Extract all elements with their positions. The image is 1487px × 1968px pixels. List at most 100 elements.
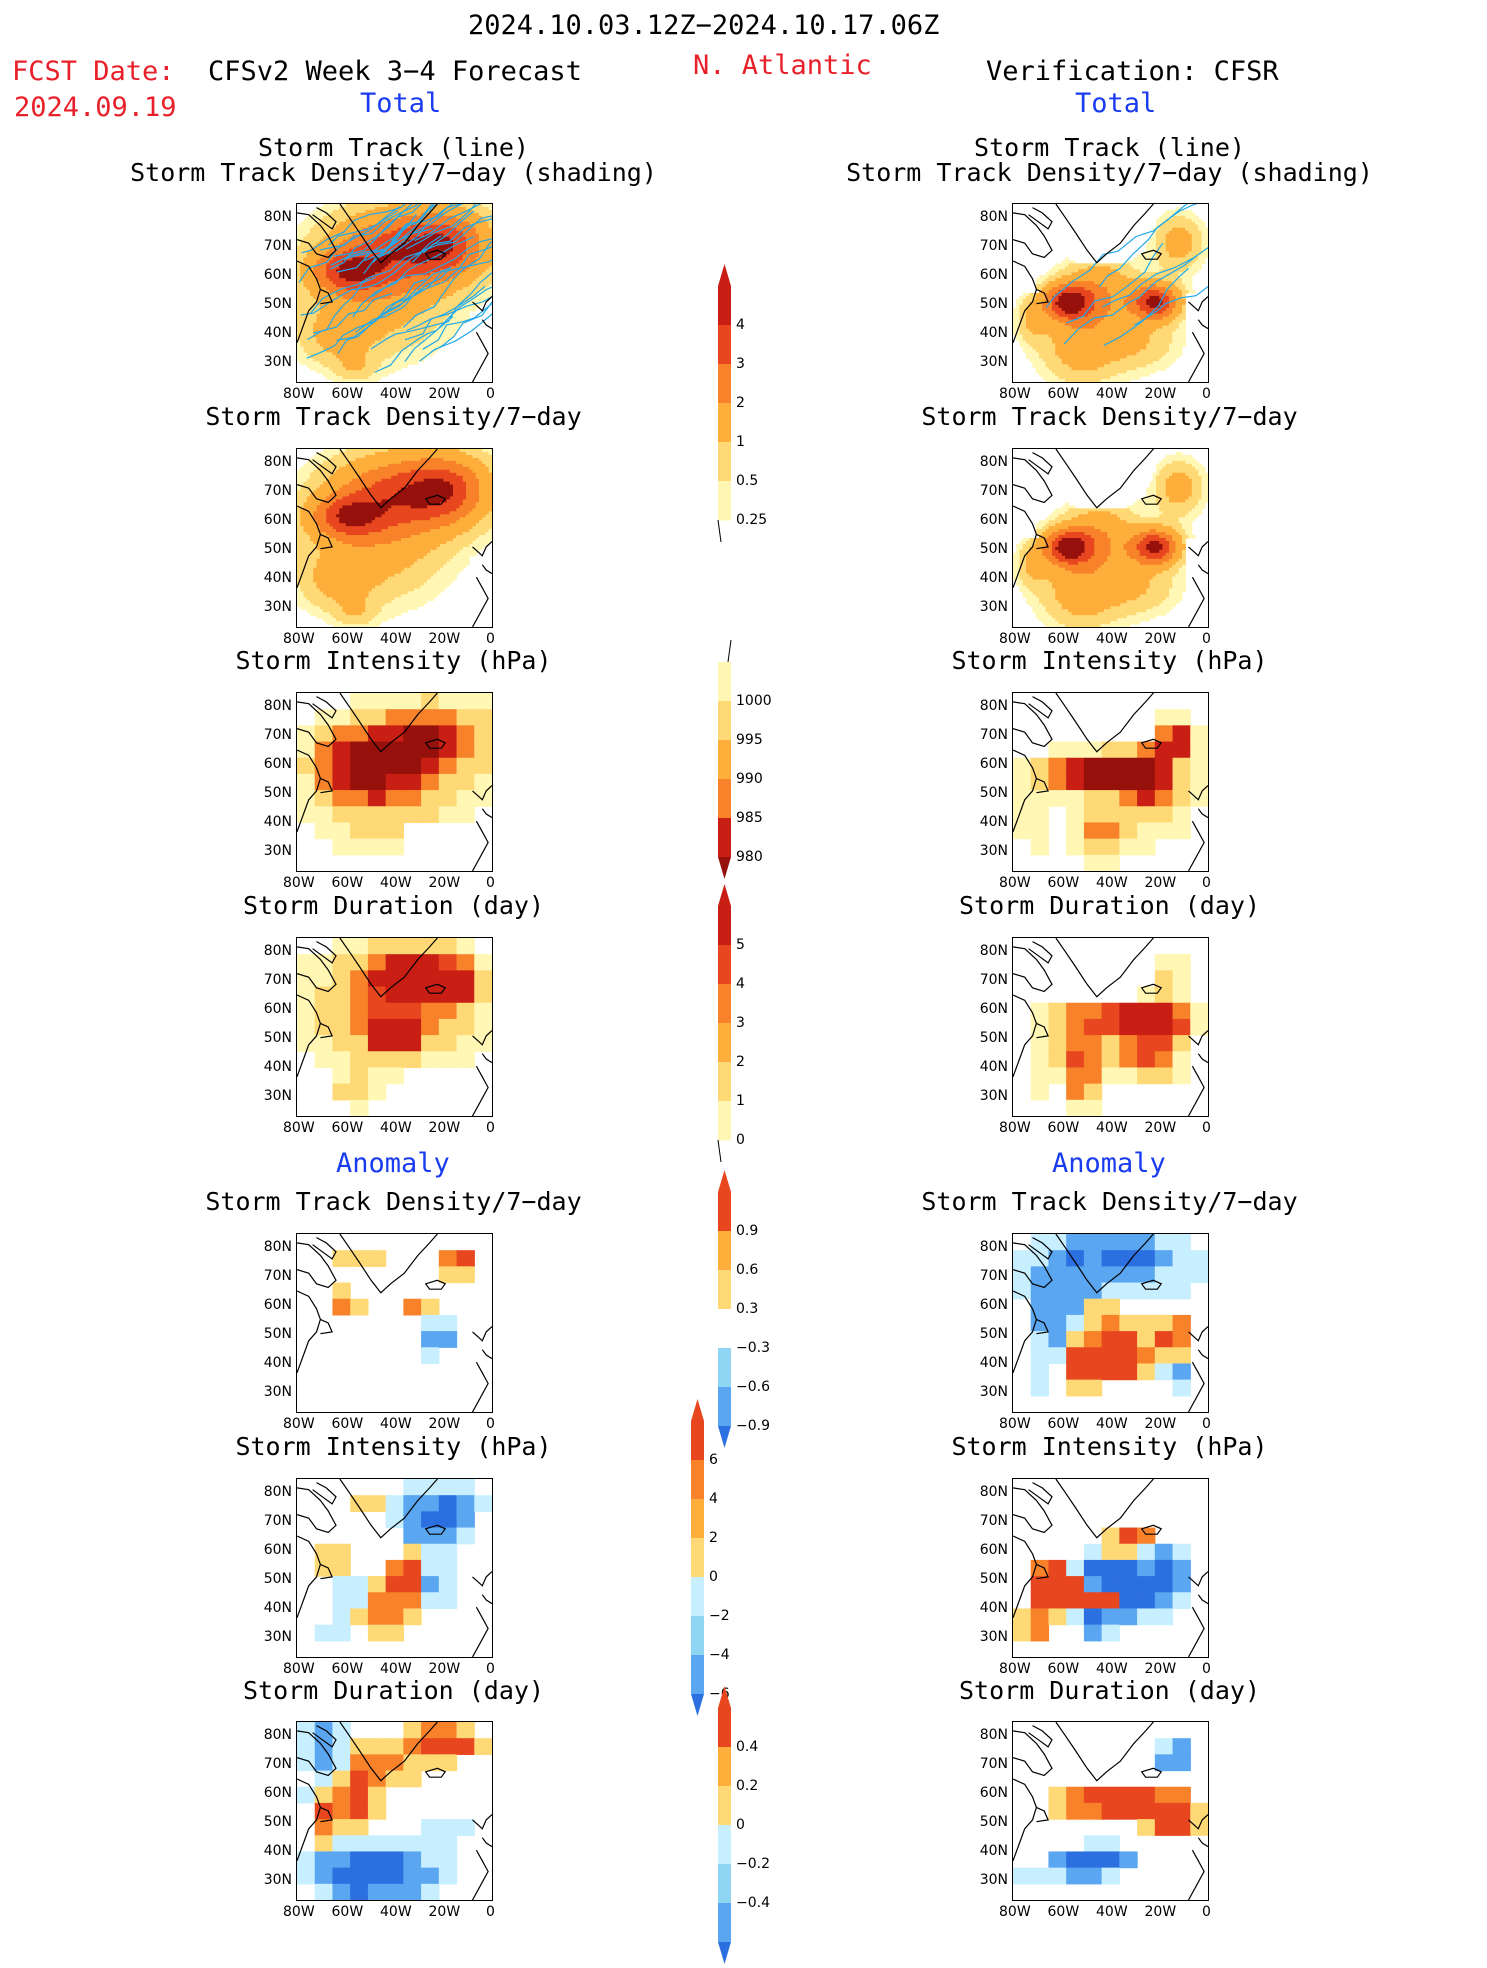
field-cell	[355, 373, 360, 377]
field-cell	[433, 263, 438, 267]
field-cell	[352, 298, 357, 303]
field-cell	[362, 290, 366, 294]
field-cell	[336, 236, 340, 241]
field-cell	[1048, 322, 1053, 327]
field-cell	[394, 227, 399, 232]
field-cell	[1159, 287, 1164, 291]
field-cell	[1084, 298, 1089, 303]
field-cell	[1029, 334, 1034, 339]
field-cell	[1045, 284, 1050, 288]
field-cell	[1162, 367, 1167, 371]
field-cell	[345, 204, 350, 208]
field-cell	[1126, 313, 1131, 318]
field-cell	[1130, 295, 1134, 300]
field-cell	[423, 334, 428, 339]
field-cell	[332, 355, 337, 359]
field-cell	[358, 364, 363, 368]
field-cell	[336, 343, 340, 347]
field-cell	[1019, 340, 1024, 345]
coastline-segment	[297, 260, 322, 344]
field-cell	[1029, 304, 1034, 309]
field-cell	[466, 236, 470, 241]
field-cell	[384, 281, 389, 285]
field-cell	[446, 257, 451, 261]
field-cell	[407, 260, 412, 264]
field-cell	[1126, 304, 1131, 309]
field-cell	[1091, 319, 1095, 324]
field-cell	[319, 281, 324, 285]
field-cell	[313, 313, 318, 318]
field-cell	[407, 290, 412, 294]
field-cell	[352, 215, 357, 220]
field-cell	[329, 206, 334, 211]
field-cell	[1117, 331, 1121, 336]
field-cell	[297, 328, 301, 333]
field-cell	[1065, 337, 1069, 342]
field-cell	[336, 367, 340, 371]
field-cell	[355, 343, 360, 347]
field-cell	[1100, 331, 1105, 336]
field-cell	[316, 227, 321, 232]
field-cell	[1149, 367, 1154, 371]
field-cell	[300, 221, 305, 226]
field-cell	[417, 328, 422, 333]
field-cell	[332, 367, 337, 371]
field-cell	[1104, 281, 1108, 285]
field-cell	[375, 224, 379, 229]
field-cell	[316, 209, 321, 214]
field-cell	[1035, 281, 1040, 285]
field-cell	[1130, 367, 1134, 371]
field-cell	[404, 316, 409, 321]
field-cell	[1113, 316, 1118, 321]
field-cell	[1094, 364, 1099, 368]
field-cell	[1026, 334, 1030, 339]
field-cell	[378, 373, 383, 377]
field-cell	[349, 319, 353, 324]
field-cell	[339, 307, 344, 312]
field-cell	[1120, 349, 1125, 353]
field-cell	[323, 337, 327, 342]
field-cell	[407, 316, 412, 321]
field-cell	[355, 331, 360, 336]
field-cell	[336, 245, 340, 250]
field-cell	[410, 215, 415, 220]
field-cell	[407, 263, 412, 267]
lon-tick-label: 40W	[380, 386, 412, 402]
field-cell	[1042, 334, 1047, 339]
field-cell	[326, 307, 331, 312]
field-cell	[1035, 352, 1040, 356]
field-cell	[1117, 361, 1121, 365]
field-cell	[1130, 269, 1134, 273]
field-cell	[1052, 340, 1056, 345]
field-cell	[1100, 361, 1105, 365]
field-cell	[332, 361, 337, 365]
field-cell	[332, 239, 337, 244]
field-cell	[1055, 316, 1060, 321]
field-cell	[1120, 269, 1125, 273]
field-cell	[401, 293, 405, 297]
field-cell	[313, 337, 318, 342]
field-cell	[345, 281, 350, 285]
field-cell	[345, 376, 350, 380]
field-cell	[466, 242, 470, 247]
field-cell	[342, 254, 347, 258]
field-cell	[1162, 236, 1167, 241]
field-cell	[306, 287, 311, 291]
field-cell	[326, 337, 331, 342]
field-cell	[352, 373, 357, 377]
field-cell	[332, 242, 337, 247]
field-cell	[427, 215, 431, 220]
field-cell	[371, 269, 376, 273]
field-cell	[1117, 266, 1121, 270]
field-cell	[355, 230, 360, 235]
field-cell	[1110, 349, 1115, 353]
field-cell	[1169, 218, 1173, 223]
field-cell	[329, 233, 334, 238]
field-cell	[1022, 322, 1027, 327]
field-cell	[430, 328, 435, 333]
field-cell	[1071, 313, 1076, 318]
field-cell	[469, 221, 474, 226]
field-cell	[362, 263, 366, 267]
field-cell	[303, 346, 308, 350]
field-cell	[355, 251, 360, 256]
